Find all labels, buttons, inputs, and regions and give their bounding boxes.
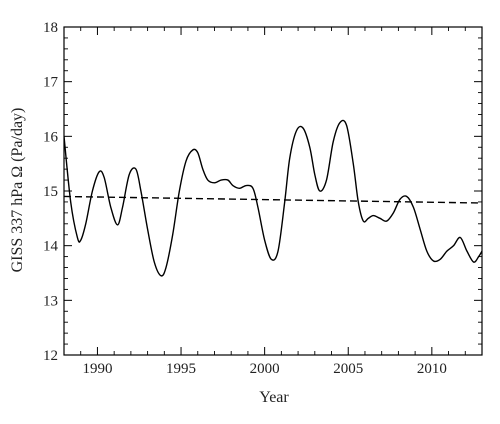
trend-line [64, 195, 482, 204]
x-tick-label: 1995 [166, 361, 196, 377]
x-tick-label: 2000 [250, 361, 280, 377]
y-tick-label: 12 [43, 348, 58, 364]
y-tick-label: 16 [43, 129, 59, 145]
y-axis-title: GISS 337 hPa Ω (Pa/day) [9, 108, 26, 273]
series-line [64, 119, 482, 277]
y-tick-label: 14 [43, 239, 59, 255]
x-tick-label: 2005 [333, 361, 363, 377]
y-tick-label: 17 [43, 75, 59, 91]
y-tick-label: 15 [43, 184, 58, 200]
plot-area: 1990 1995 2000 2005 2010 12 13 14 15 16 17 18 [43, 20, 483, 377]
x-tick-label: 1990 [82, 361, 112, 377]
x-tick-label: 2010 [417, 361, 447, 377]
y-tick-label: 18 [43, 20, 58, 36]
plot-frame [63, 26, 483, 356]
x-axis-label: Year [259, 389, 289, 406]
y-tick-label: 13 [43, 293, 58, 309]
y-axis-label: GISS 337 hPa Ω (Pa/day) [9, 108, 26, 273]
